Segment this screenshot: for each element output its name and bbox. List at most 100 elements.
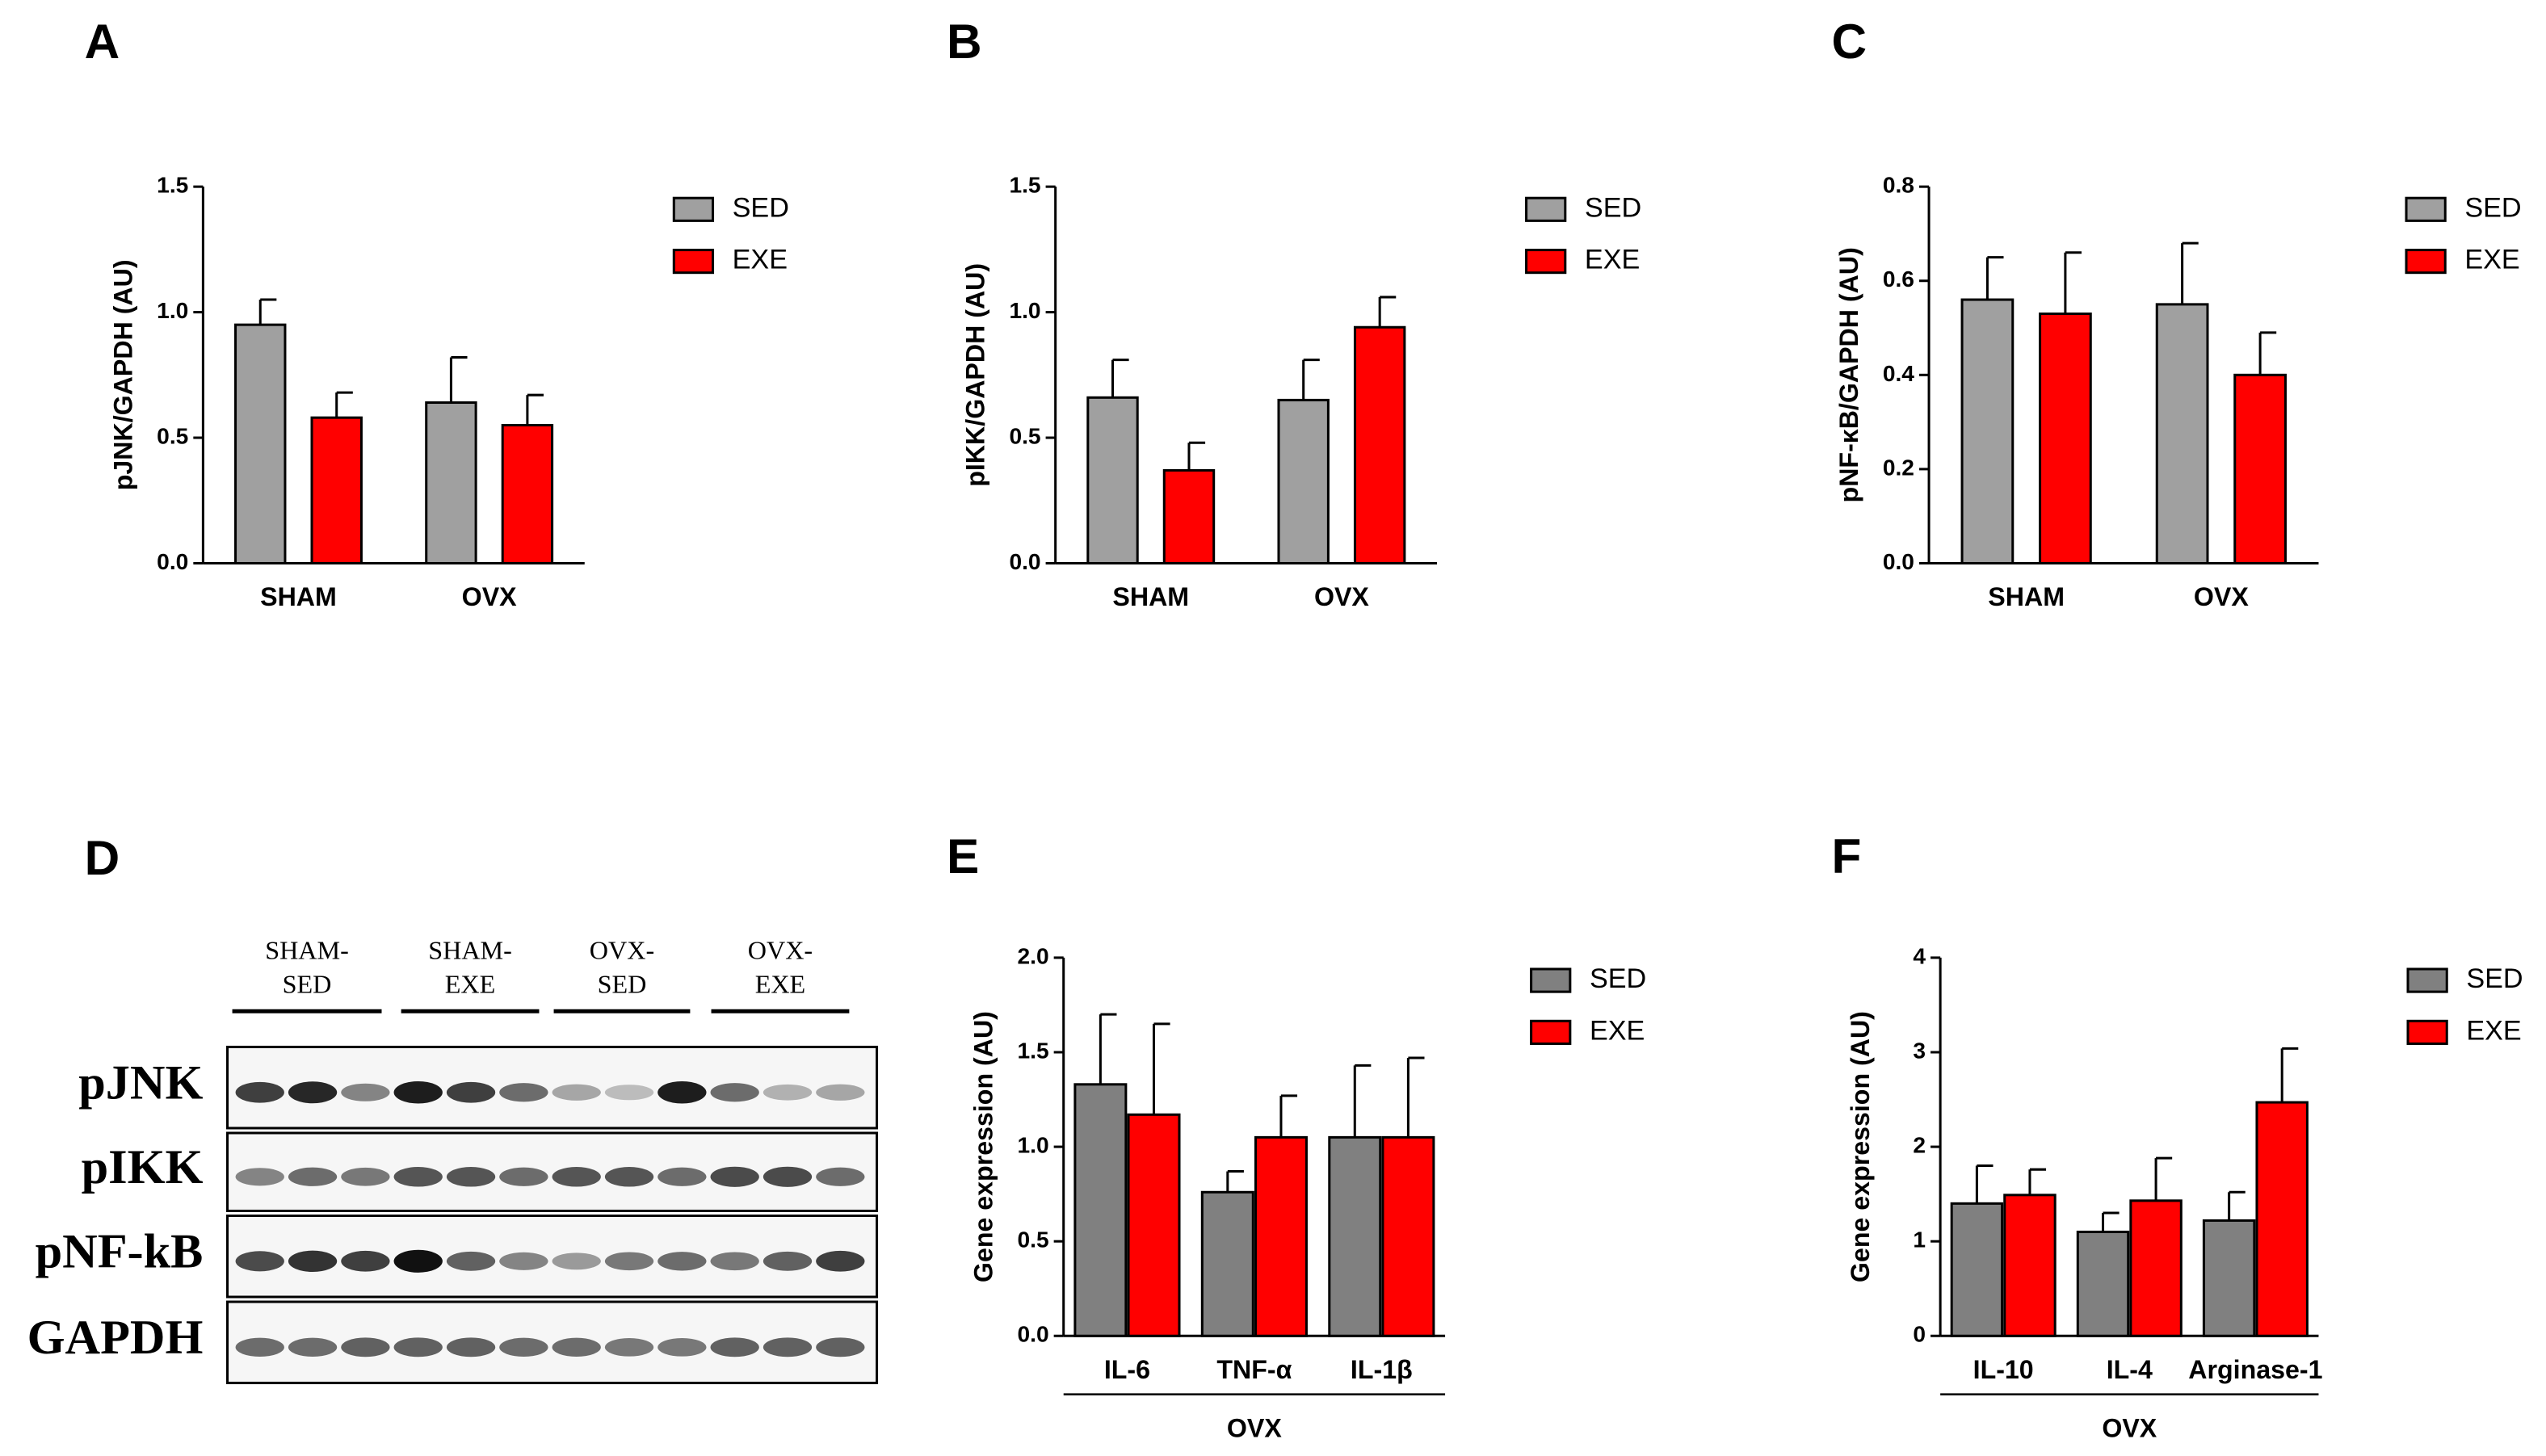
y-tick-label: 2 bbox=[1913, 1133, 1926, 1158]
y-tick-label: 0.4 bbox=[1883, 361, 1914, 386]
x-tick-label: OVX bbox=[1314, 582, 1369, 611]
bar bbox=[1328, 1135, 1382, 1337]
blot-band bbox=[393, 1249, 443, 1273]
y-axis-label: pJNK/GAPDH (AU) bbox=[108, 259, 137, 490]
blot-band bbox=[446, 1167, 496, 1187]
legend-swatch bbox=[2405, 196, 2447, 222]
blot-band bbox=[499, 1337, 548, 1357]
blot-band bbox=[710, 1166, 759, 1187]
blot-band bbox=[393, 1167, 443, 1187]
y-tick-label: 0.0 bbox=[157, 549, 188, 574]
blot-band bbox=[393, 1080, 443, 1104]
blot-row-label: pIKK bbox=[82, 1140, 204, 1194]
y-tick-label: 0.8 bbox=[1883, 173, 1914, 198]
blot-band bbox=[341, 1167, 390, 1186]
y-axis-label: Gene expression (AU) bbox=[969, 1011, 998, 1282]
panel-letter: C bbox=[1831, 14, 1867, 69]
blot-band bbox=[658, 1252, 707, 1271]
y-tick-label: 0.5 bbox=[157, 423, 188, 448]
legend-swatch bbox=[2406, 967, 2448, 993]
blot-band bbox=[288, 1167, 338, 1186]
bar bbox=[1254, 1135, 1308, 1337]
blot-band bbox=[552, 1252, 601, 1270]
legend-swatch bbox=[2405, 249, 2447, 275]
bar bbox=[1127, 1113, 1181, 1337]
blot-band bbox=[816, 1337, 865, 1357]
x-tick-label: IL-10 bbox=[1973, 1355, 2034, 1384]
legend-swatch bbox=[1530, 1019, 1572, 1045]
y-tick-label: 0.5 bbox=[1018, 1227, 1049, 1252]
blot-row-label: pJNK bbox=[78, 1056, 203, 1110]
blot-band bbox=[446, 1081, 496, 1103]
bar bbox=[2003, 1194, 2057, 1337]
blot-band bbox=[552, 1084, 601, 1101]
blot-band bbox=[658, 1167, 707, 1186]
y-axis-label: pIKK/GAPDH (AU) bbox=[961, 263, 990, 487]
x-tick-label: OVX bbox=[462, 582, 517, 611]
blot-band bbox=[288, 1081, 338, 1104]
blot-band bbox=[658, 1337, 707, 1357]
blot-band bbox=[552, 1167, 601, 1187]
blot-group-label: SED bbox=[598, 969, 647, 998]
y-axis-label: pNF-κB/GAPDH (AU) bbox=[1834, 247, 1863, 502]
legend-label: SED bbox=[1590, 963, 1646, 994]
bar bbox=[2155, 303, 2209, 564]
y-tick-label: 1 bbox=[1913, 1227, 1926, 1252]
x-tick-label: IL-6 bbox=[1104, 1355, 1150, 1384]
y-tick-label: 0.0 bbox=[1018, 1322, 1049, 1347]
legend-swatch bbox=[672, 249, 715, 275]
legend-label: SED bbox=[2464, 192, 2521, 223]
panel-letter: F bbox=[1831, 829, 1861, 883]
blot-band bbox=[552, 1337, 601, 1357]
blot-band bbox=[710, 1337, 759, 1357]
bar bbox=[501, 423, 554, 564]
legend-label: SED bbox=[1585, 192, 1641, 223]
blot-band bbox=[604, 1252, 654, 1271]
legend-label: EXE bbox=[1590, 1015, 1645, 1046]
blot-frame bbox=[226, 1045, 879, 1130]
blot-band bbox=[604, 1167, 654, 1187]
x-tick-label: IL-4 bbox=[2107, 1355, 2153, 1384]
y-tick-label: 0.0 bbox=[1883, 549, 1914, 574]
bar bbox=[1086, 396, 1139, 564]
x-tick-label: SHAM bbox=[260, 582, 337, 611]
legend-swatch bbox=[1525, 196, 1567, 222]
y-tick-label: 0.2 bbox=[1883, 455, 1914, 480]
blot-group-label: OVX- bbox=[748, 935, 813, 964]
group-label: OVX bbox=[2102, 1413, 2157, 1442]
x-tick-label: SHAM bbox=[1112, 582, 1189, 611]
blot-band bbox=[763, 1166, 813, 1187]
blot-band bbox=[341, 1083, 390, 1101]
blot-band bbox=[763, 1337, 813, 1357]
y-tick-label: 0.0 bbox=[1009, 549, 1040, 574]
y-tick-label: 1.0 bbox=[157, 298, 188, 323]
bar bbox=[2129, 1199, 2183, 1337]
blot-band bbox=[499, 1083, 548, 1102]
blot-band bbox=[816, 1167, 865, 1186]
blot-band bbox=[288, 1250, 338, 1272]
blot-group-label: EXE bbox=[755, 969, 806, 998]
y-tick-label: 1.5 bbox=[1018, 1038, 1049, 1063]
blot-band bbox=[341, 1337, 390, 1357]
y-tick-label: 0.5 bbox=[1009, 423, 1040, 448]
y-tick-label: 3 bbox=[1913, 1038, 1926, 1063]
blot-band bbox=[235, 1337, 284, 1357]
y-tick-label: 0 bbox=[1913, 1322, 1926, 1347]
blot-row-label: GAPDH bbox=[27, 1311, 204, 1365]
bar bbox=[234, 323, 287, 564]
blot-row-label: pNF-kB bbox=[36, 1225, 204, 1279]
panel-letter: D bbox=[85, 830, 120, 885]
y-tick-label: 2.0 bbox=[1018, 943, 1049, 968]
blot-band bbox=[710, 1252, 759, 1271]
bar bbox=[1200, 1190, 1254, 1337]
blot-band bbox=[816, 1084, 865, 1101]
bar bbox=[2202, 1219, 2256, 1337]
blot-band bbox=[235, 1251, 284, 1272]
blot-band bbox=[499, 1252, 548, 1270]
legend-swatch bbox=[672, 196, 715, 222]
blot-band bbox=[235, 1168, 284, 1186]
blot-group-label: SHAM- bbox=[265, 935, 349, 964]
blot-group-label: SED bbox=[283, 969, 332, 998]
